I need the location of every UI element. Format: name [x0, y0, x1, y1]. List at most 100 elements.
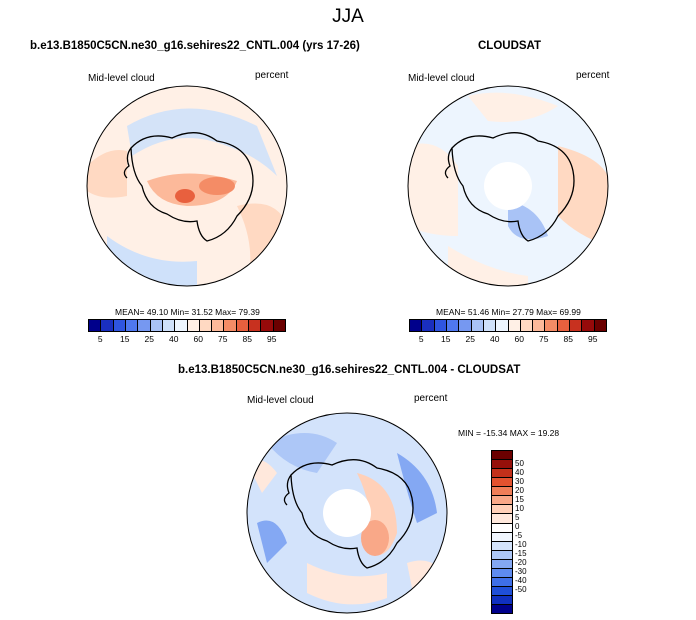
colorbar-swatch — [261, 320, 274, 331]
panel2-colorbar-ticks: 5 15 25 40 60 75 85 95 — [409, 334, 605, 346]
panel1-colorbar-ticks: 5 15 25 40 60 75 85 95 — [88, 334, 284, 346]
colorbar-swatch — [492, 541, 512, 551]
colorbar-swatch — [508, 320, 521, 331]
panel1-stats: MEAN= 49.10 Min= 31.52 Max= 79.39 — [115, 307, 260, 317]
colorbar-tick-label: 60 — [514, 334, 524, 344]
season-title: JJA — [332, 6, 364, 27]
colorbar-tick-label: 75 — [218, 334, 228, 344]
colorbar-swatch — [492, 478, 512, 488]
colorbar-tick-label: 25 — [144, 334, 154, 344]
colorbar-swatch — [224, 320, 237, 331]
colorbar-swatch — [570, 320, 583, 331]
colorbar-tick-label: 40 — [169, 334, 179, 344]
panel3-title: b.e13.B1850C5CN.ne30_g16.sehires22_CNTL.… — [178, 364, 521, 376]
colorbar-tick-label: 75 — [539, 334, 549, 344]
colorbar-swatch — [162, 320, 176, 331]
panel2-variable-label: Mid-level cloud — [408, 73, 475, 84]
panel2-polar-map — [407, 85, 609, 287]
panel3-polar-map — [246, 412, 448, 614]
colorbar-swatch — [138, 320, 151, 331]
colorbar-swatch — [545, 320, 558, 331]
colorbar-swatch — [582, 320, 595, 331]
colorbar-swatch — [492, 514, 512, 524]
colorbar-swatch — [492, 568, 512, 578]
colorbar-tick-label: 40 — [490, 334, 500, 344]
panel2-title: CLOUDSAT — [478, 40, 542, 52]
panel3-colorbar — [491, 450, 513, 614]
colorbar-swatch — [446, 320, 460, 331]
colorbar-swatch — [492, 532, 512, 542]
colorbar-tick-label: 85 — [563, 334, 573, 344]
colorbar-swatch — [471, 320, 484, 331]
colorbar-swatch — [492, 559, 512, 569]
colorbar-swatch — [492, 577, 512, 587]
colorbar-swatch — [273, 320, 285, 331]
colorbar-swatch — [557, 320, 571, 331]
colorbar-tick-label: 5 — [97, 334, 103, 344]
colorbar-swatch — [113, 320, 126, 331]
colorbar-swatch — [533, 320, 546, 331]
colorbar-swatch — [492, 469, 512, 479]
colorbar-swatch — [175, 320, 188, 331]
colorbar-swatch — [492, 451, 512, 461]
colorbar-tick-label: 85 — [242, 334, 252, 344]
colorbar-swatch — [150, 320, 163, 331]
panel1-title: b.e13.B1850C5CN.ne30_g16.sehires22_CNTL.… — [30, 40, 360, 52]
colorbar-swatch — [496, 320, 509, 331]
colorbar-swatch — [520, 320, 534, 331]
colorbar-tick-label: 5 — [418, 334, 424, 344]
colorbar-swatch — [483, 320, 497, 331]
colorbar-tick-label: 20 — [515, 485, 524, 495]
panel2-stats: MEAN= 51.46 Min= 27.79 Max= 69.99 — [436, 307, 581, 317]
colorbar-swatch — [212, 320, 225, 331]
colorbar-swatch — [459, 320, 472, 331]
colorbar-tick-label: 0 — [515, 521, 520, 531]
colorbar-swatch — [236, 320, 250, 331]
colorbar-tick-label: -40 — [515, 575, 527, 585]
panel1-units-label: percent — [255, 70, 289, 81]
colorbar-tick-label: 95 — [588, 334, 598, 344]
colorbar-tick-label: 25 — [465, 334, 475, 344]
colorbar-tick-label: 15 — [441, 334, 451, 344]
panel2-units-label: percent — [576, 70, 610, 81]
panel3-variable-label: Mid-level cloud — [247, 395, 314, 406]
colorbar-tick-label: 15 — [120, 334, 130, 344]
colorbar-tick-label: -30 — [515, 566, 527, 576]
colorbar-tick-label: -15 — [515, 548, 527, 558]
colorbar-tick-label: -20 — [515, 557, 527, 567]
colorbar-swatch — [101, 320, 114, 331]
colorbar-swatch — [125, 320, 139, 331]
colorbar-swatch — [594, 320, 606, 331]
colorbar-swatch — [492, 586, 512, 596]
colorbar-tick-label: -10 — [515, 539, 527, 549]
colorbar-tick-label: 50 — [515, 458, 524, 468]
colorbar-tick-label: 30 — [515, 476, 524, 486]
colorbar-swatch — [492, 496, 512, 506]
colorbar-swatch — [492, 523, 512, 533]
colorbar-swatch — [492, 505, 512, 515]
panel1-variable-label: Mid-level cloud — [88, 73, 155, 84]
panel2-colorbar — [409, 319, 607, 332]
panel3-units-label: percent — [414, 393, 448, 404]
colorbar-tick-label: 15 — [515, 494, 524, 504]
colorbar-tick-label: 60 — [193, 334, 203, 344]
colorbar-swatch — [492, 550, 512, 560]
colorbar-swatch — [492, 605, 512, 614]
colorbar-swatch — [492, 596, 512, 606]
colorbar-tick-label: -5 — [515, 530, 523, 540]
panel1-polar-map — [86, 85, 288, 287]
panel3-colorbar-ticks: 50 40 30 20 15 10 5 0 -5 -10 -15 -20 -30 -40 -50 — [515, 450, 545, 612]
colorbar-swatch — [492, 460, 512, 470]
colorbar-tick-label: 10 — [515, 503, 524, 513]
colorbar-tick-label: 40 — [515, 467, 524, 477]
colorbar-swatch — [434, 320, 447, 331]
panel3-stats: MIN = -15.34 MAX = 19.28 — [458, 428, 560, 438]
colorbar-swatch — [249, 320, 262, 331]
colorbar-swatch — [89, 320, 102, 331]
colorbar-swatch — [492, 487, 512, 497]
colorbar-swatch — [199, 320, 213, 331]
colorbar-tick-label: -50 — [515, 584, 527, 594]
colorbar-swatch — [410, 320, 423, 331]
panel1-colorbar — [88, 319, 286, 332]
colorbar-tick-label: 5 — [515, 512, 520, 522]
